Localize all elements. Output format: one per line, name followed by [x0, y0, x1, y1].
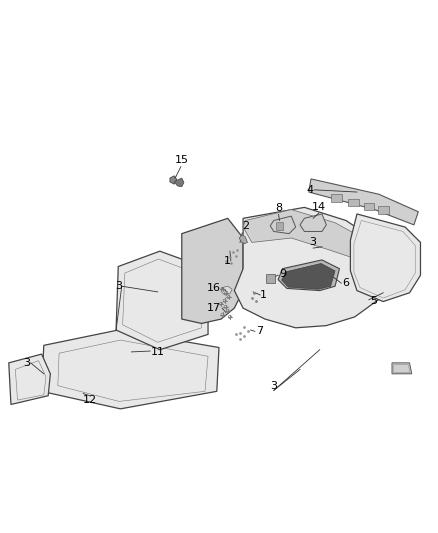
Polygon shape — [174, 178, 184, 187]
Text: 14: 14 — [312, 202, 326, 212]
Text: 16: 16 — [207, 282, 221, 293]
Bar — [276, 222, 283, 230]
Text: 17: 17 — [207, 303, 221, 313]
Text: 3: 3 — [310, 237, 317, 247]
Polygon shape — [239, 235, 247, 244]
Text: 3: 3 — [24, 358, 31, 368]
Text: 2: 2 — [242, 221, 249, 231]
Bar — [348, 199, 359, 206]
Text: 15: 15 — [175, 155, 189, 165]
Text: 3: 3 — [270, 381, 277, 391]
Text: 4: 4 — [306, 185, 313, 195]
Polygon shape — [234, 207, 388, 328]
Text: 1: 1 — [224, 256, 231, 266]
Polygon shape — [282, 263, 335, 289]
Text: 11: 11 — [151, 347, 165, 357]
Text: 1: 1 — [260, 290, 267, 300]
Polygon shape — [182, 219, 243, 324]
Text: 6: 6 — [343, 278, 350, 288]
Polygon shape — [9, 354, 50, 405]
Polygon shape — [392, 363, 412, 374]
Polygon shape — [278, 260, 339, 290]
Text: 3: 3 — [115, 281, 122, 291]
Polygon shape — [300, 214, 326, 231]
Bar — [378, 206, 389, 214]
Polygon shape — [116, 251, 208, 350]
Text: 8: 8 — [275, 203, 282, 213]
Text: 7: 7 — [256, 326, 263, 336]
Bar — [266, 274, 275, 283]
Bar — [364, 203, 374, 211]
Polygon shape — [42, 330, 219, 409]
Text: 5: 5 — [370, 296, 377, 305]
Polygon shape — [170, 176, 177, 184]
Polygon shape — [270, 216, 296, 233]
Bar — [331, 194, 342, 202]
Text: 12: 12 — [83, 395, 97, 405]
Polygon shape — [221, 286, 232, 295]
Text: 9: 9 — [279, 269, 286, 279]
Polygon shape — [350, 214, 420, 302]
Polygon shape — [309, 179, 418, 225]
Polygon shape — [243, 209, 383, 269]
